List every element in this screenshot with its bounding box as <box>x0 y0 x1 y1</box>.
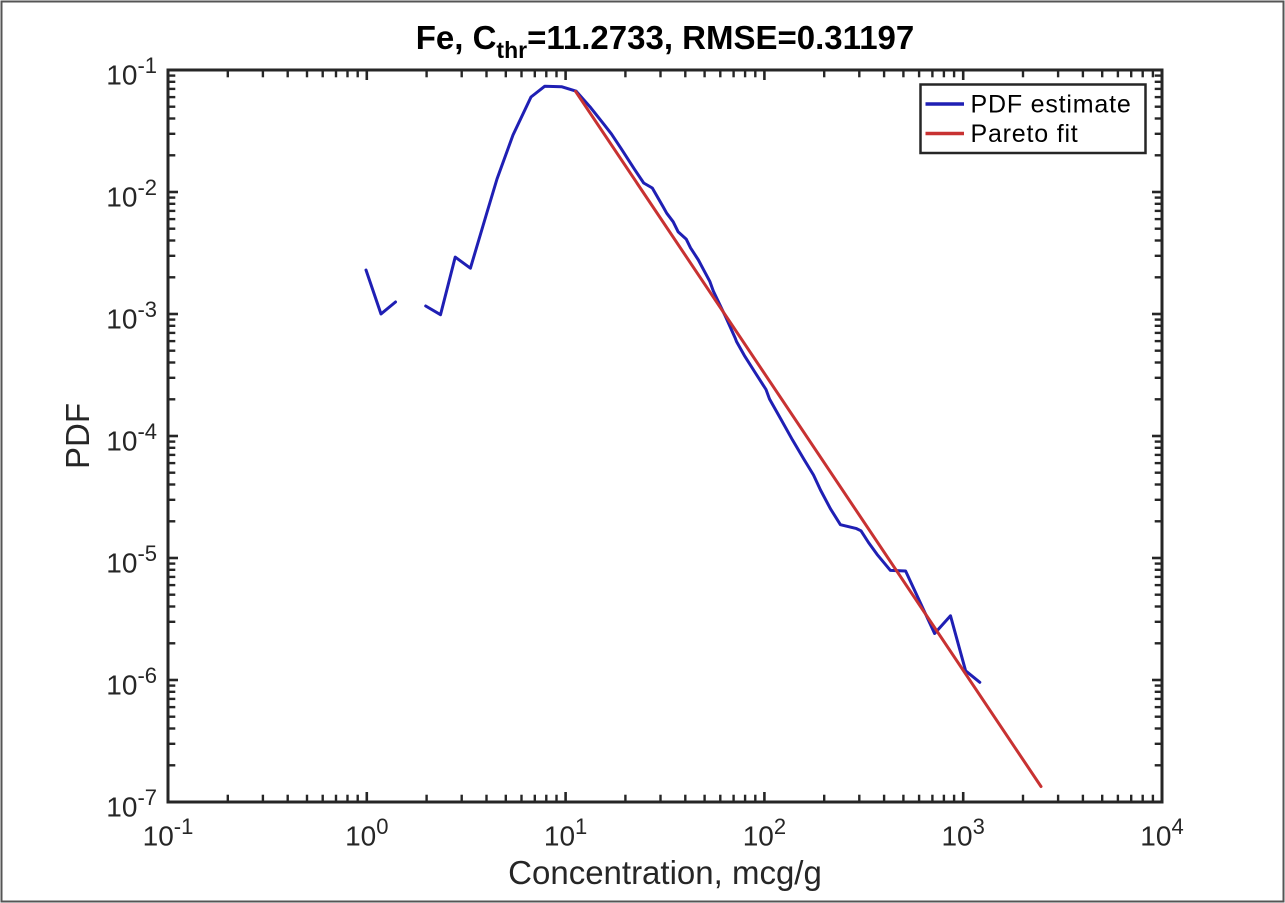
svg-text:100: 100 <box>345 814 388 852</box>
svg-text:PDF estimate: PDF estimate <box>971 91 1132 119</box>
svg-text:PDF: PDF <box>59 403 96 469</box>
svg-text:Concentration, mcg/g: Concentration, mcg/g <box>508 854 822 891</box>
svg-text:Pareto fit: Pareto fit <box>971 120 1079 148</box>
